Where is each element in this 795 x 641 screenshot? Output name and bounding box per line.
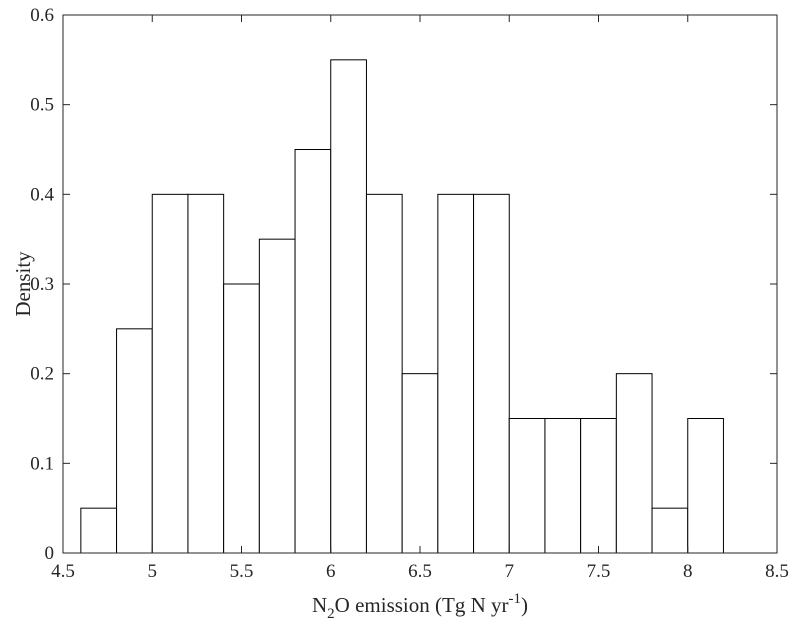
histogram-bar (401, 373, 439, 554)
x-tick-label: 7 (505, 561, 515, 582)
histogram-bar (151, 193, 189, 554)
histogram-bar (223, 283, 260, 554)
histogram-bar (651, 507, 689, 554)
histogram-bar (187, 193, 225, 554)
x-axis: 4.5 5 5.5 6 6.5 7 7.5 8 8.5 (51, 15, 789, 582)
y-tick-label: 0.6 (30, 5, 54, 26)
x-tick-label: 7.5 (587, 561, 611, 582)
histogram-bar (258, 238, 296, 554)
bars-group (80, 59, 724, 554)
histogram-bar (330, 59, 367, 554)
y-tick-label: 0.5 (30, 95, 54, 116)
histogram-bar (508, 418, 546, 554)
histogram-bar (687, 418, 724, 554)
y-tick-label: 0.3 (30, 274, 54, 295)
y-tick-label: 0.2 (30, 364, 54, 385)
histogram-bar (437, 193, 475, 554)
y-tick-label: 0.4 (30, 184, 54, 205)
histogram-bar (116, 328, 153, 554)
y-axis: 0 0.1 0.2 0.3 0.4 0.5 0.6 (30, 5, 777, 564)
y-axis-label: Density (11, 251, 35, 317)
x-tick-label: 6.5 (408, 561, 432, 582)
histogram-bar (580, 418, 617, 554)
x-axis-label-subscript: 2 (327, 606, 335, 622)
y-tick-label: 0 (45, 543, 55, 564)
x-tick-label: 5.5 (230, 561, 254, 582)
x-axis-label-part: N (312, 593, 327, 617)
x-axis-label-part: ) (521, 593, 528, 617)
x-axis-label-part: O emission (Tg N yr (335, 593, 509, 617)
x-axis-label-superscript: -1 (509, 591, 522, 607)
histogram-bar (294, 149, 332, 554)
histogram-bar (365, 193, 403, 554)
histogram-bar (80, 507, 118, 554)
x-tick-label: 8.5 (765, 561, 789, 582)
x-tick-label: 8 (683, 561, 693, 582)
x-tick-label: 5 (148, 561, 158, 582)
x-tick-label: 4.5 (51, 561, 75, 582)
histogram-bar (544, 418, 582, 554)
histogram-bar (473, 193, 510, 554)
x-axis-label: N2O emission (Tg N yr-1) (312, 591, 528, 622)
x-tick-label: 6 (326, 561, 336, 582)
y-tick-label: 0.1 (30, 453, 54, 474)
histogram-bar (615, 373, 653, 554)
